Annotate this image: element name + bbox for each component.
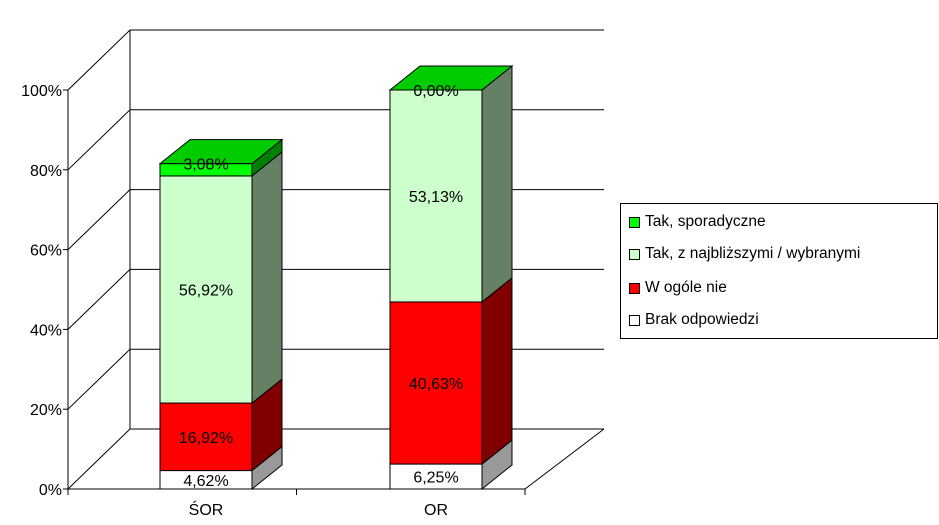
data-label-or-brak-odpowiedzi: 6,25% bbox=[413, 470, 458, 487]
legend-item-tak-z-najblizszymi: Tak, z najbliższymi / wybranymi bbox=[629, 244, 860, 264]
bar-or-tak-z-najbli-szymi-wybranymi-front bbox=[159, 175, 253, 404]
y-tick-label-4: 80% bbox=[30, 163, 62, 180]
y-tick-label-3: 60% bbox=[30, 243, 62, 260]
floor-right-edge bbox=[524, 428, 605, 490]
legend-item-w-ogole-nie: W ogóle nie bbox=[629, 278, 727, 298]
bar-or-top bbox=[158, 139, 284, 165]
gridline-diagonal-1 bbox=[67, 348, 131, 410]
chart-legend: Tak, sporadyczne Tak, z najbliższymi / w… bbox=[620, 203, 938, 339]
legend-label-w-ogole-nie: W ogóle nie bbox=[645, 279, 727, 296]
legend-swatch-brak-odpowiedzi bbox=[629, 314, 640, 326]
bar-or-tak-z-najbli-szymi-wybranymi-front bbox=[389, 89, 483, 303]
bar-or-w-og-le-nie-side bbox=[481, 276, 513, 466]
data-label-or-tak-z-najbli-szymi-wybranymi: 56,92% bbox=[179, 283, 233, 300]
legend-swatch-tak-sporadyczne bbox=[629, 216, 640, 228]
data-label-or-w-og-le-nie: 16,92% bbox=[179, 430, 233, 447]
gridline-diagonal-4 bbox=[67, 109, 131, 171]
legend-swatch-tak-z-najblizszymi bbox=[629, 248, 640, 260]
bar-or-tak-z-najbli-szymi-wybranymi-side bbox=[481, 64, 513, 303]
bar-or-w-og-le-nie-front bbox=[389, 301, 483, 465]
legend-label-tak-z-najblizszymi: Tak, z najbliższymi / wybranymi bbox=[645, 245, 861, 262]
y-tick-label-0: 0% bbox=[39, 482, 62, 499]
legend-label-tak-sporadyczne: Tak, sporadyczne bbox=[645, 213, 766, 230]
gridline-diagonal-2 bbox=[67, 269, 131, 330]
data-label-or-tak-sporadyczne: 0,00% bbox=[413, 83, 458, 100]
data-label-or-brak-odpowiedzi: 4,62% bbox=[183, 473, 228, 490]
y-tick-label-5: 100% bbox=[21, 83, 62, 100]
x-tick-label-or: ŚOR bbox=[189, 500, 224, 519]
legend-item-tak-sporadyczne: Tak, sporadyczne bbox=[629, 212, 766, 232]
legend-item-brak-odpowiedzi: Brak odpowiedzi bbox=[629, 310, 759, 330]
y-tick-label-2: 40% bbox=[30, 322, 62, 339]
x-tick-label-or: OR bbox=[424, 502, 448, 519]
data-label-or-w-og-le-nie: 40,63% bbox=[409, 376, 463, 393]
y-tick-label-1: 20% bbox=[30, 402, 62, 419]
bar-or-w-og-le-nie-front bbox=[159, 402, 253, 472]
data-label-or-tak-sporadyczne: 3,08% bbox=[183, 157, 228, 174]
gridline-diagonal-3 bbox=[67, 189, 131, 250]
legend-swatch-w-ogole-nie bbox=[629, 282, 640, 294]
bar-or-brak-odpowiedzi-front bbox=[389, 463, 483, 490]
bar-or-top bbox=[388, 65, 514, 91]
bar-or-tak-z-najbli-szymi-wybranymi-side bbox=[251, 150, 283, 405]
gridline-diagonal-5 bbox=[67, 29, 131, 91]
gridline-diagonal-0 bbox=[67, 428, 131, 490]
legend-label-brak-odpowiedzi: Brak odpowiedzi bbox=[645, 311, 759, 328]
data-label-or-tak-z-najbli-szymi-wybranymi: 53,13% bbox=[409, 189, 463, 206]
